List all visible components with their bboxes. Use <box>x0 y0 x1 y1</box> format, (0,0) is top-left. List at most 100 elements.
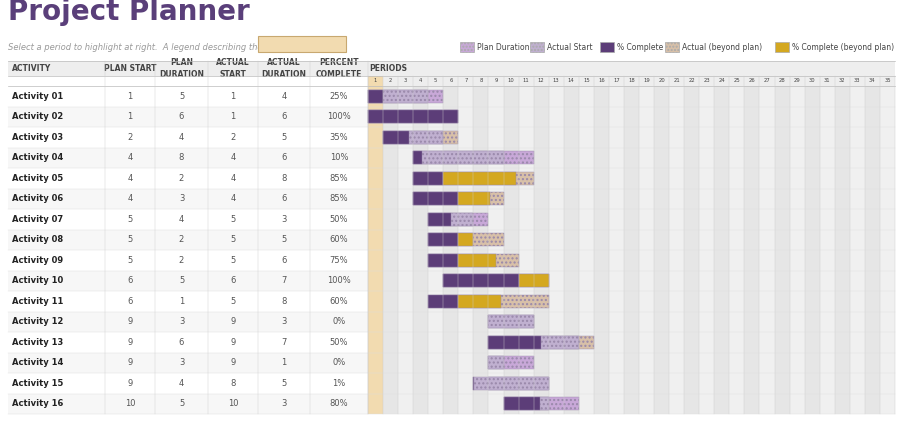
Bar <box>744 168 760 188</box>
Bar <box>458 193 490 205</box>
Bar <box>669 127 684 147</box>
Bar <box>398 106 413 127</box>
Bar <box>444 271 458 291</box>
Text: 100%: 100% <box>327 276 351 285</box>
Bar <box>489 336 579 348</box>
Bar <box>594 168 609 188</box>
Bar <box>715 188 729 209</box>
Bar <box>579 127 594 147</box>
Bar <box>383 394 398 414</box>
Bar <box>473 168 489 188</box>
Bar <box>880 291 895 311</box>
Bar <box>563 250 579 271</box>
Bar <box>865 291 880 311</box>
Text: Activity 05: Activity 05 <box>12 174 63 183</box>
Bar <box>669 332 684 352</box>
Bar <box>428 233 458 246</box>
Text: 1: 1 <box>282 358 286 367</box>
Bar <box>624 86 639 106</box>
Bar <box>398 311 413 332</box>
Text: 5: 5 <box>282 379 286 388</box>
Bar <box>534 127 549 147</box>
Text: 5: 5 <box>179 276 184 285</box>
Bar <box>639 332 654 352</box>
Bar <box>428 295 458 308</box>
Bar <box>458 295 549 308</box>
Bar <box>579 188 594 209</box>
Bar <box>549 127 563 147</box>
Bar <box>489 250 503 271</box>
Bar <box>398 86 413 106</box>
Bar <box>639 271 654 291</box>
Bar <box>684 230 699 250</box>
Bar <box>820 230 835 250</box>
Bar <box>368 86 383 106</box>
Text: 24: 24 <box>718 78 725 83</box>
Bar <box>473 127 489 147</box>
Bar <box>684 352 699 373</box>
Bar <box>563 127 579 147</box>
Bar <box>699 209 715 230</box>
Bar <box>258 36 346 52</box>
Bar <box>639 394 654 414</box>
Text: Activity 15: Activity 15 <box>12 379 63 388</box>
Bar <box>624 127 639 147</box>
Bar <box>594 394 609 414</box>
Bar <box>368 373 383 394</box>
Bar <box>744 311 760 332</box>
Bar <box>594 332 609 352</box>
Text: Actual Start: Actual Start <box>547 43 592 52</box>
Bar <box>413 193 458 205</box>
Bar <box>503 397 549 410</box>
Bar <box>534 106 549 127</box>
Bar <box>413 147 428 168</box>
Text: 4: 4 <box>128 174 132 183</box>
Bar <box>850 250 865 271</box>
Bar <box>579 336 594 348</box>
Bar <box>744 394 760 414</box>
Bar <box>8 332 368 352</box>
Bar <box>684 250 699 271</box>
Text: Activity 06: Activity 06 <box>12 194 63 203</box>
Bar <box>473 230 489 250</box>
Bar <box>428 213 451 226</box>
Bar <box>654 394 669 414</box>
Text: 1: 1 <box>128 112 132 121</box>
Bar <box>654 168 669 188</box>
Text: 8: 8 <box>282 174 287 183</box>
Bar <box>368 332 383 352</box>
Bar <box>368 311 383 332</box>
Text: 16: 16 <box>598 78 605 83</box>
Bar <box>534 291 549 311</box>
Bar <box>444 106 458 127</box>
Text: 3: 3 <box>179 358 184 367</box>
Bar <box>880 311 895 332</box>
Bar <box>8 311 368 332</box>
Bar <box>368 250 383 271</box>
Bar <box>654 209 669 230</box>
Bar <box>473 373 489 394</box>
Bar <box>428 213 489 226</box>
Text: 5: 5 <box>128 215 132 224</box>
Bar <box>473 377 549 390</box>
Text: 21: 21 <box>673 78 680 83</box>
Bar <box>835 394 850 414</box>
Bar <box>473 86 489 106</box>
Bar <box>654 147 669 168</box>
Bar <box>639 291 654 311</box>
Text: 5: 5 <box>230 256 236 265</box>
Text: 75%: 75% <box>329 256 348 265</box>
Bar <box>518 271 534 291</box>
Bar <box>654 311 669 332</box>
Bar <box>489 377 549 390</box>
Bar <box>444 168 458 188</box>
Bar <box>805 271 820 291</box>
Bar <box>744 127 760 147</box>
Bar <box>489 168 503 188</box>
Bar <box>8 188 368 209</box>
Bar <box>835 291 850 311</box>
Text: 19: 19 <box>644 78 650 83</box>
Bar <box>458 352 473 373</box>
Bar <box>775 188 789 209</box>
Bar <box>835 188 850 209</box>
